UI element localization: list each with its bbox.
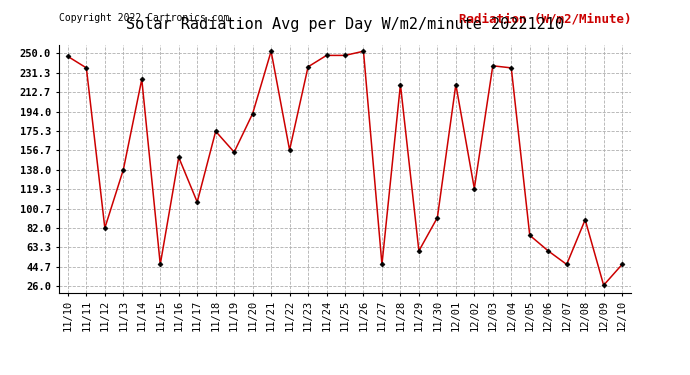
Text: Copyright 2022 Cartronics.com: Copyright 2022 Cartronics.com [59,13,229,23]
Text: Solar Radiation Avg per Day W/m2/minute 20221210: Solar Radiation Avg per Day W/m2/minute … [126,17,564,32]
Text: Radiation (W/m2/Minute): Radiation (W/m2/Minute) [459,13,631,26]
